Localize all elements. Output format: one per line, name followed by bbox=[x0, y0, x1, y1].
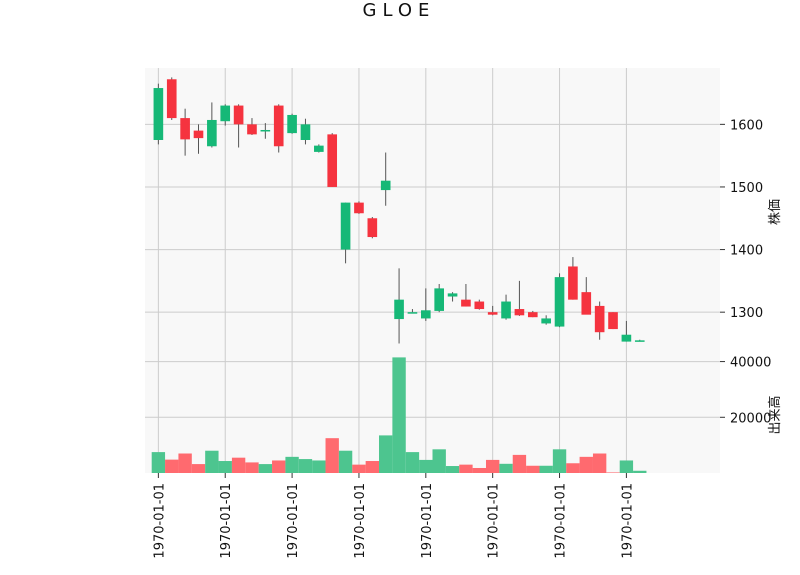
volume-bar-up bbox=[312, 460, 326, 473]
price-tick-label: 1500 bbox=[730, 181, 763, 196]
candle-up bbox=[207, 119, 217, 147]
volume-bar-down bbox=[325, 438, 339, 473]
candle-down bbox=[193, 130, 204, 139]
volume-tick-label: 40000 bbox=[730, 356, 771, 371]
axes: 1970-01-01 1970-01-01 1970-01-01 1970-01-01… bbox=[152, 118, 771, 558]
volume-bar-up bbox=[218, 461, 232, 473]
volume-tick-label: 20000 bbox=[730, 411, 771, 426]
x-tick-label: 1970-01-01 bbox=[353, 483, 368, 559]
volume-bar-down bbox=[459, 464, 473, 473]
volume-bar-up bbox=[419, 459, 433, 473]
volume-bar-up bbox=[151, 452, 166, 473]
volume-bar-down bbox=[165, 459, 179, 473]
x-tick-label: 1970-01-01 bbox=[152, 483, 167, 559]
volume-bar-down bbox=[566, 463, 580, 473]
price-tick-label: 1400 bbox=[730, 244, 763, 259]
x-tick-label: 1970-01-01 bbox=[219, 483, 234, 559]
candle-up bbox=[394, 299, 404, 320]
candle-up bbox=[300, 124, 311, 140]
candle-up bbox=[634, 340, 645, 342]
candle-up bbox=[407, 312, 418, 314]
volume-bar-down bbox=[526, 465, 540, 473]
candle-down bbox=[527, 312, 538, 318]
volume-bar-up bbox=[445, 466, 460, 473]
candle-up bbox=[380, 180, 391, 191]
volume-bar-up bbox=[633, 470, 647, 473]
candle-up bbox=[314, 145, 324, 152]
candle-down bbox=[461, 299, 471, 307]
volume-bar-down bbox=[485, 459, 500, 473]
candle-down bbox=[487, 312, 498, 315]
volume-bar-down bbox=[245, 462, 259, 473]
candle-up bbox=[501, 301, 511, 319]
volume-bar-down bbox=[178, 453, 192, 473]
volume-bars bbox=[151, 357, 647, 473]
candle-up bbox=[260, 129, 271, 132]
volume-bar-up bbox=[552, 449, 567, 473]
price-panel bbox=[145, 68, 720, 356]
price-axis-label: 株価 bbox=[768, 199, 783, 225]
candle-down bbox=[180, 118, 190, 140]
price-tick-label: 1300 bbox=[730, 306, 763, 321]
candle-down bbox=[608, 312, 618, 330]
candle-up bbox=[554, 277, 565, 327]
candle-down bbox=[354, 202, 364, 214]
candle-up bbox=[421, 310, 431, 319]
volume-bar-up bbox=[258, 464, 273, 473]
candle-up bbox=[153, 88, 164, 140]
volume-bar-down bbox=[512, 454, 527, 473]
volume-bar-up bbox=[619, 460, 634, 473]
candle-down bbox=[568, 266, 578, 300]
candle-up bbox=[434, 288, 444, 311]
chart-title: GLOE bbox=[363, 0, 436, 21]
candle-up bbox=[287, 114, 297, 134]
volume-bar-up bbox=[539, 465, 553, 473]
volume-bar-down bbox=[272, 460, 286, 473]
volume-bar-up bbox=[405, 452, 420, 473]
volume-bar-up bbox=[392, 357, 406, 473]
volume-bar-up bbox=[298, 459, 313, 473]
price-tick-label: 1600 bbox=[730, 118, 763, 133]
volume-bar-down bbox=[579, 456, 593, 473]
candle-down bbox=[514, 309, 525, 316]
x-tick-label: 1970-01-01 bbox=[554, 483, 569, 559]
candle-up bbox=[340, 202, 351, 250]
candle-up bbox=[541, 318, 551, 324]
volume-bar-up bbox=[285, 456, 299, 473]
candle-down bbox=[594, 305, 605, 333]
volume-bar-down bbox=[606, 472, 620, 473]
candle-down bbox=[327, 134, 338, 187]
volume-bar-up bbox=[499, 463, 513, 473]
volume-bar-up bbox=[432, 449, 446, 473]
volume-bar-down bbox=[191, 464, 206, 473]
candle-up bbox=[447, 293, 458, 297]
candle-down bbox=[247, 124, 257, 135]
candle-down bbox=[474, 301, 485, 310]
candle-down bbox=[273, 105, 284, 147]
volume-bar-up bbox=[205, 450, 219, 473]
x-tick-label: 1970-01-01 bbox=[286, 483, 301, 559]
volume-bar-down bbox=[472, 467, 486, 473]
x-tick-label: 1970-01-01 bbox=[620, 483, 635, 559]
x-tick-label: 1970-01-01 bbox=[487, 483, 502, 559]
candle-up bbox=[621, 334, 632, 342]
candle-down bbox=[367, 218, 378, 238]
price-candles bbox=[153, 77, 645, 344]
volume-bar-down bbox=[352, 464, 366, 473]
candle-up bbox=[220, 105, 231, 122]
candle-down bbox=[166, 79, 177, 119]
volume-bar-down bbox=[365, 461, 380, 473]
volume-bar-up bbox=[338, 450, 353, 473]
volume-bar-down bbox=[231, 457, 246, 473]
candle-down bbox=[233, 105, 244, 125]
volume-bar-up bbox=[379, 435, 393, 473]
volume-bar-down bbox=[592, 453, 607, 473]
candle-down bbox=[581, 292, 592, 315]
volume-axis-label: 出来高 bbox=[767, 395, 783, 434]
x-tick-label: 1970-01-01 bbox=[420, 483, 435, 559]
